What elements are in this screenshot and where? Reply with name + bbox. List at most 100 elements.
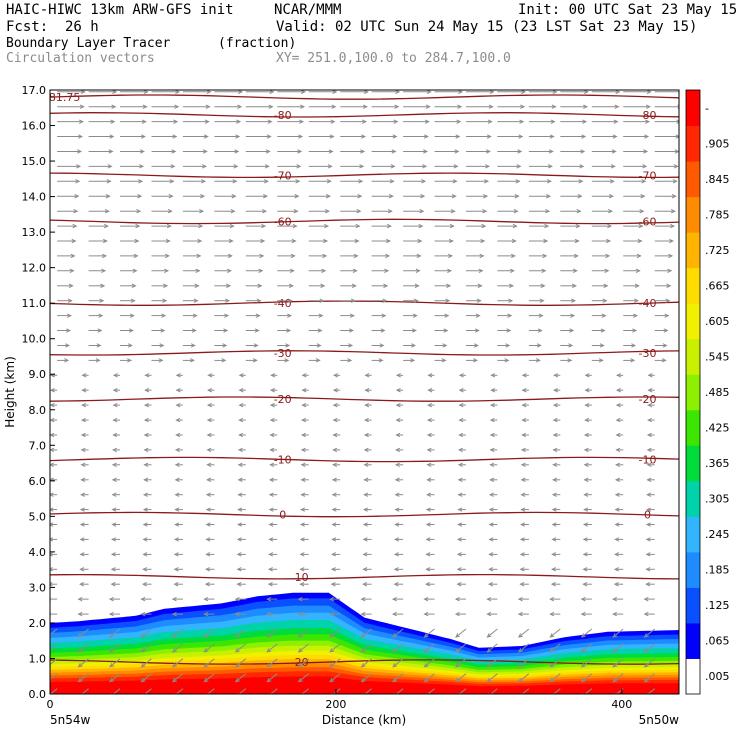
vector-arrowhead [538, 313, 544, 318]
vector-arrowhead [225, 298, 231, 303]
vector-arrowhead [416, 253, 422, 259]
vector-arrowhead [600, 328, 606, 333]
vector-arrowhead [256, 298, 262, 303]
vector-arrowhead [161, 313, 167, 318]
vector-arrow [78, 643, 89, 653]
vector-arrowhead [643, 596, 649, 602]
vector-arrowhead [109, 134, 115, 139]
vector-arrowhead [362, 537, 368, 542]
vector-arrowhead [229, 223, 235, 229]
vector-arrowhead [79, 522, 85, 527]
vector-arrowhead [488, 507, 494, 512]
vector-arrow [581, 643, 593, 653]
vector-arrowhead [379, 343, 385, 348]
vector-arrowhead [320, 283, 326, 288]
vector-arrowhead [395, 373, 401, 378]
vector-arrowhead [234, 149, 240, 154]
vector-arrowhead [174, 522, 180, 527]
vector-arrowhead [605, 253, 611, 259]
vector-arrowhead [64, 358, 70, 363]
vector-arrowhead [425, 552, 431, 557]
vector-arrowhead [206, 462, 212, 468]
vector-arrowhead [252, 358, 258, 363]
vector-arrowhead [517, 611, 523, 617]
vector-arrowhead [639, 208, 645, 214]
vector-arrowhead [141, 119, 147, 124]
vector-arrowhead [205, 104, 211, 109]
vector-arrowhead [427, 388, 433, 393]
vector-arrowhead [549, 662, 555, 668]
vector-arrowhead [635, 268, 641, 274]
colorbar-swatch [686, 125, 700, 162]
vector-arrowhead [426, 477, 432, 482]
vector-arrowhead [79, 537, 85, 542]
vector-arrowhead [615, 402, 621, 408]
vector-arrowhead [362, 507, 368, 512]
vector-arrowhead [234, 611, 240, 617]
isotherm-label: -60 [639, 216, 657, 229]
vector-arrowhead [391, 596, 397, 602]
vector-arrowhead [583, 432, 589, 438]
vector-arrow [298, 628, 310, 638]
isotherm-label: -10 [639, 454, 657, 467]
vector-arrowhead [175, 432, 181, 438]
vector-arrowhead [521, 388, 527, 393]
vector-arrowhead [255, 313, 261, 318]
colorbar-swatch [686, 196, 700, 233]
vector-arrowhead [394, 104, 400, 109]
vector-arrowhead [330, 582, 336, 587]
vector-arrowhead [98, 313, 104, 318]
vector-arrowhead [423, 662, 429, 668]
vector-arrowhead [579, 164, 585, 169]
vector-arrow [298, 658, 310, 668]
vector-arrow [172, 673, 184, 683]
vector-arrowhead [381, 313, 387, 318]
vector-arrowhead [348, 343, 354, 348]
vector-arrowhead [77, 633, 83, 638]
vector-arrowhead [445, 298, 451, 303]
vector-arrowhead [266, 677, 272, 683]
vector-arrowhead [509, 283, 515, 288]
vector-arrow [644, 658, 656, 668]
forecast-label: Fcst: [6, 19, 49, 35]
vector-arrow [392, 658, 404, 668]
valid-time: Valid: 02 UTC Sun 24 May 15 (23 LST Sat … [276, 19, 698, 35]
vector-arrowhead [614, 537, 620, 542]
vector-arrowhead [518, 677, 523, 683]
vector-arrowhead [573, 253, 579, 259]
vector-arrow [361, 643, 372, 653]
vector-arrowhead [551, 522, 557, 527]
vector-arrowhead [50, 492, 54, 497]
vector-arrowhead [301, 417, 307, 423]
vector-arrowhead [78, 119, 84, 124]
vector-arrowhead [442, 343, 448, 348]
vector-arrow [487, 628, 498, 638]
vector-arrowhead [259, 253, 265, 259]
vector-arrowhead [521, 402, 527, 408]
vector-arrowhead [77, 611, 83, 617]
vector-arrowhead [264, 164, 270, 169]
vector-arrowhead [109, 633, 115, 638]
vector-arrowhead [332, 462, 338, 468]
vector-arrowhead [552, 417, 558, 423]
vector-arrowhead [329, 677, 335, 683]
vector-arrowhead [172, 134, 178, 139]
vector-arrowhead [109, 677, 115, 683]
vector-arrowhead [393, 119, 399, 124]
vector-arrowhead [50, 582, 53, 587]
vector-arrowhead [363, 432, 369, 438]
vector-arrowhead [329, 596, 335, 602]
vector-arrowhead [329, 134, 335, 139]
vector-arrowhead [645, 537, 651, 542]
vector-arrowhead [395, 447, 401, 453]
vector-arrowhead [615, 447, 621, 453]
vector-arrowhead [237, 104, 243, 109]
vector-arrowhead [325, 194, 331, 199]
vector-arrowhead [581, 134, 587, 139]
vector-arrowhead [552, 462, 558, 468]
vector-arrowhead [610, 164, 616, 169]
vector-arrowhead [169, 179, 175, 184]
vector-arrowhead [425, 507, 431, 512]
vector-arrow [644, 643, 656, 653]
vector-arrowhead [364, 373, 370, 378]
